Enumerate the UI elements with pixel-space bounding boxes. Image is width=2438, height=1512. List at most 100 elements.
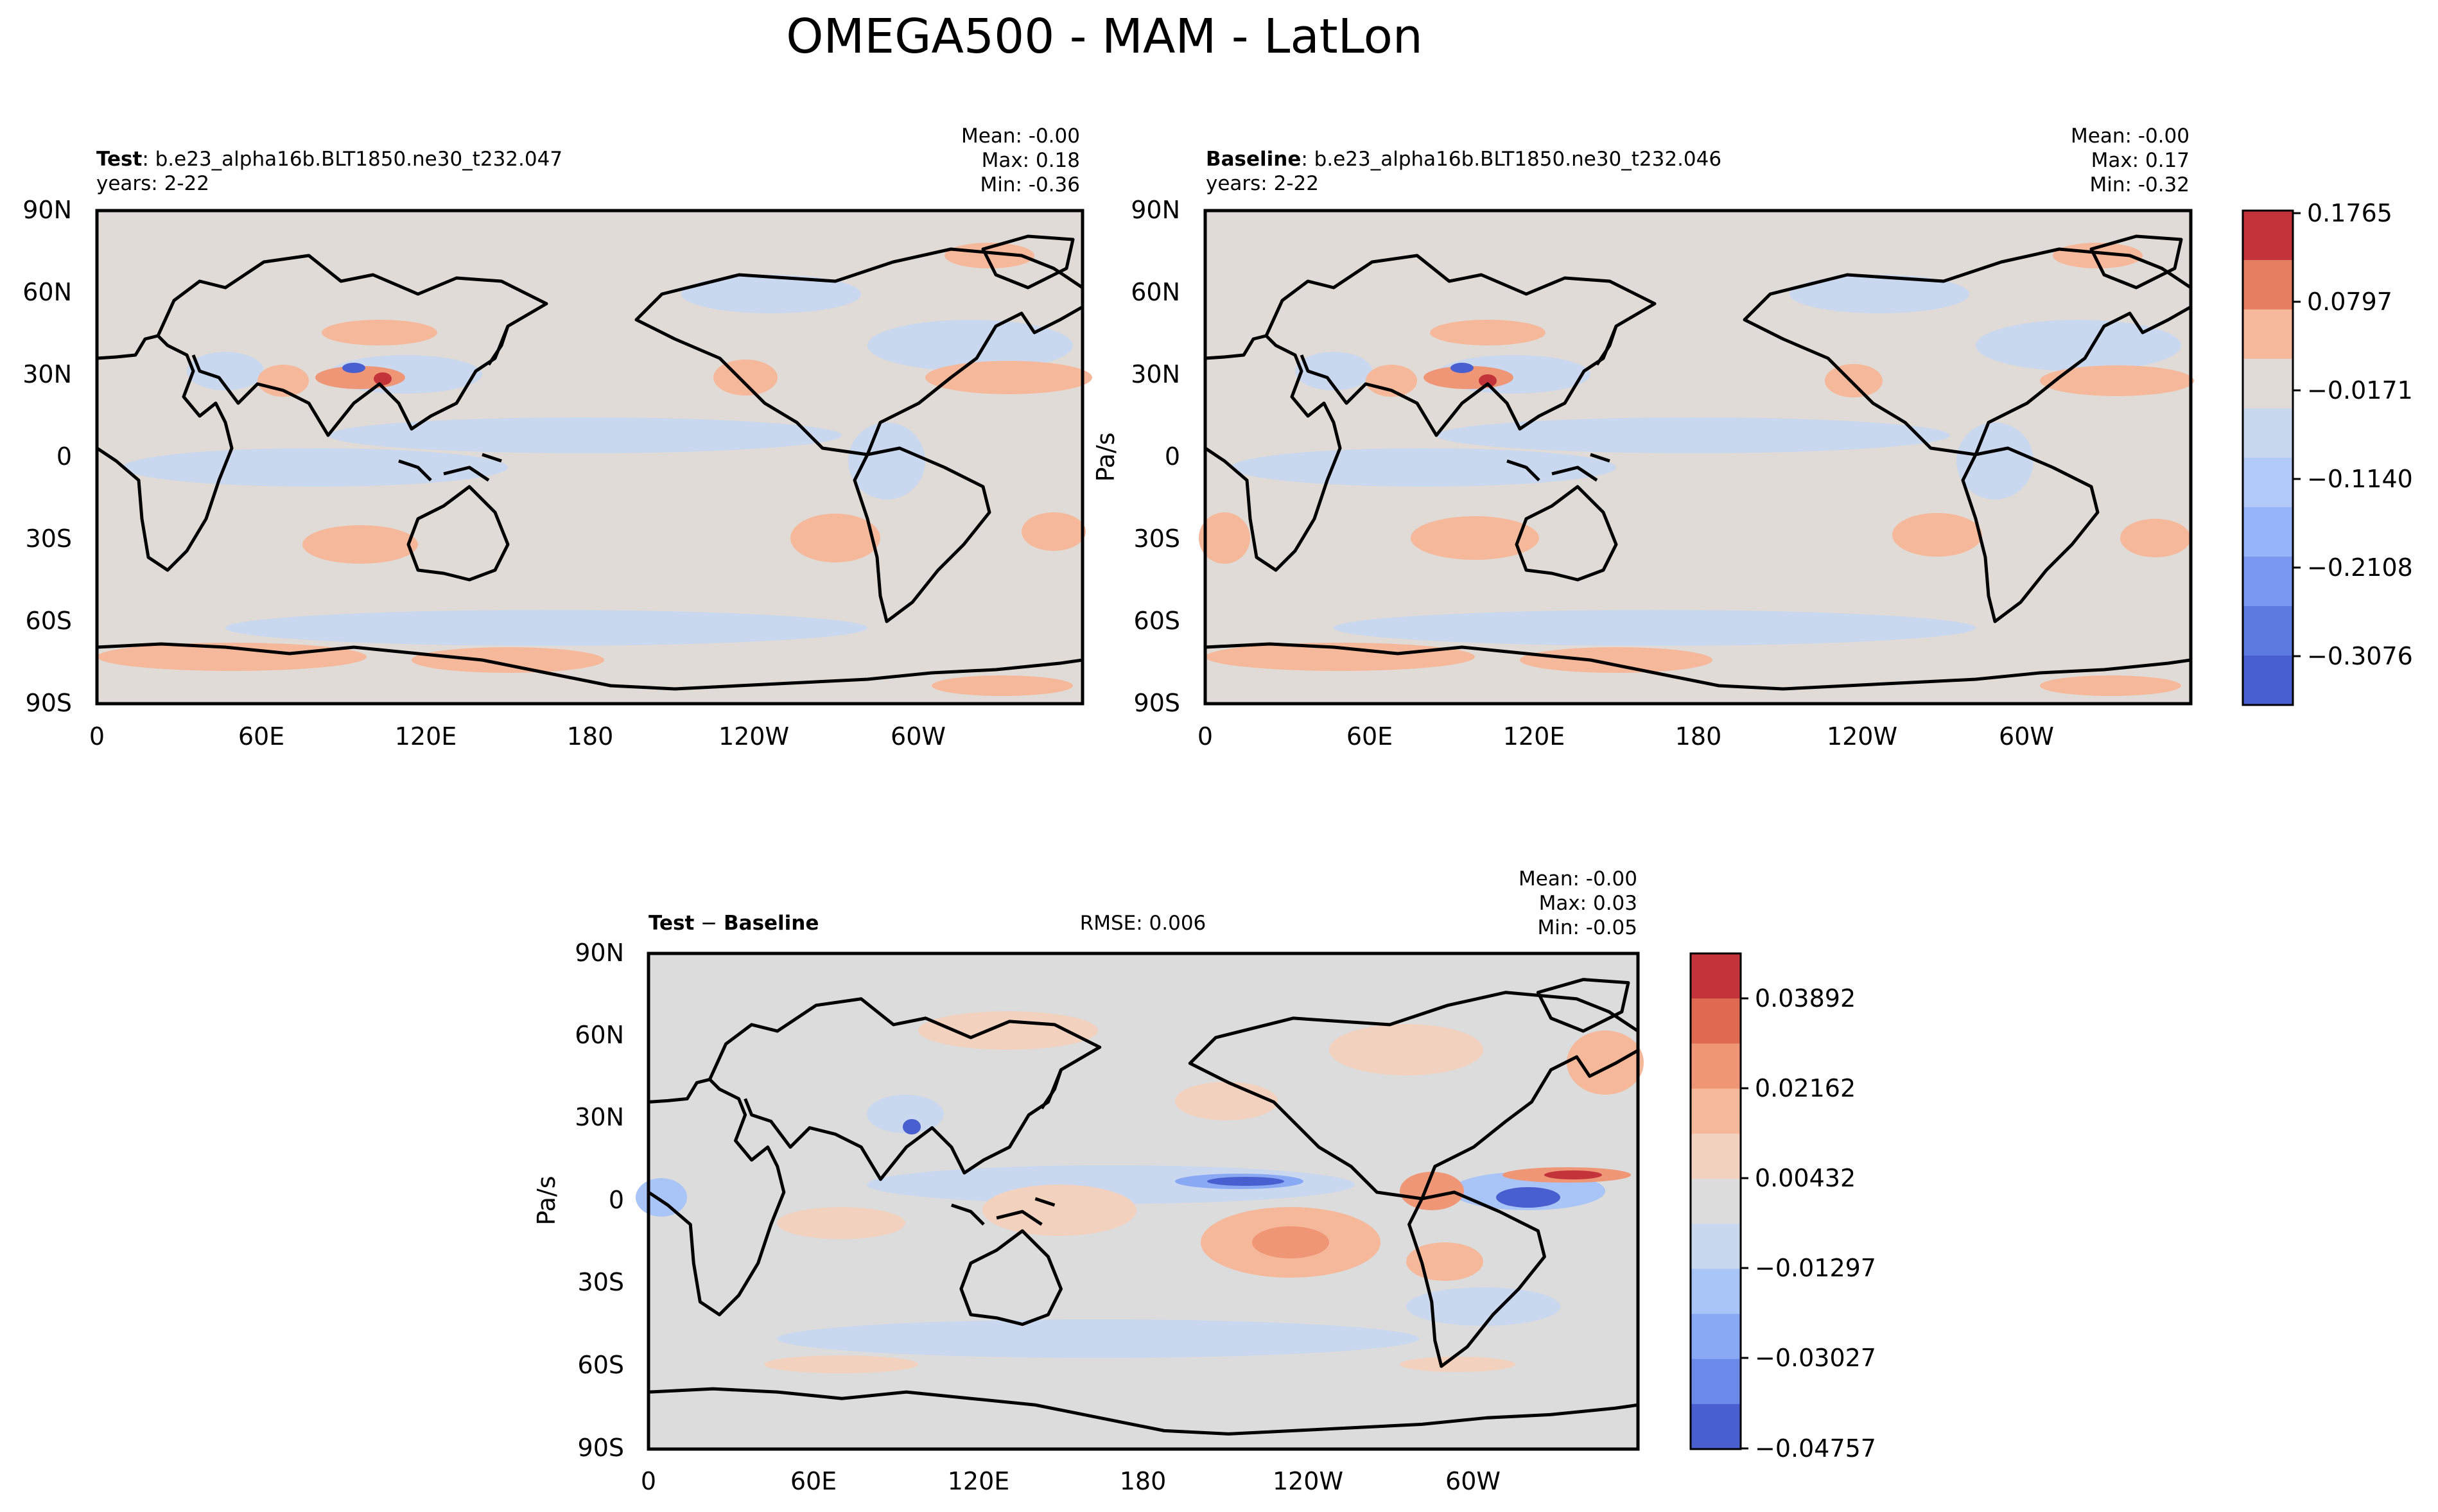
main-colorbar-swatch [2243, 656, 2293, 706]
main-colorbar-swatch [2243, 458, 2293, 508]
baseline-map [1199, 209, 2194, 706]
diff-lat-tick: 0 [609, 1186, 624, 1214]
diff-lat-tick: 30S [578, 1268, 624, 1296]
main-colorbar-label: −0.2108 [2307, 553, 2413, 582]
diff-colorbar-swatch [1691, 998, 1741, 1044]
diff-colorbar-label: 0.02162 [1755, 1074, 1856, 1102]
baseline-lon-tick: 0 [1197, 722, 1213, 751]
baseline-panel: Baseline: b.e23_alpha16b.BLT1850.ne30_t2… [1092, 125, 2194, 751]
test-lat-tick: 60S [26, 607, 72, 635]
baseline-panel-max: Max: 0.17 [2091, 149, 2190, 172]
test-lon-tick: 180 [567, 722, 614, 751]
baseline-panel-label: Baseline: b.e23_alpha16b.BLT1850.ne30_t2… [1206, 148, 1721, 171]
baseline-lat-tick: 90S [1134, 689, 1180, 717]
test-lon-tick: 60E [238, 722, 284, 751]
main-colorbar-label: −0.1140 [2307, 465, 2413, 493]
main-colorbar-label: 0.1765 [2307, 199, 2392, 227]
test-lat-tick: 30N [22, 360, 72, 388]
main-colorbar-swatch [2243, 309, 2293, 360]
test-panel-min: Min: -0.36 [980, 173, 1080, 196]
diff-map [636, 952, 1644, 1451]
diff-panel: Test − Baseline RMSE: 0.006 Mean: -0.00 … [532, 867, 1644, 1495]
diff-lat-tick: 90S [578, 1434, 624, 1462]
diff-lon-tick: 120E [948, 1467, 1010, 1495]
diff-colorbar-label: −0.01297 [1755, 1254, 1876, 1282]
diff-panel-rmse: RMSE: 0.006 [1080, 912, 1206, 935]
test-panel-max: Max: 0.18 [982, 149, 1080, 172]
diff-panel-mean: Mean: -0.00 [1519, 867, 1637, 891]
test-lon-tick: 60W [891, 722, 946, 751]
diff-lon-tick: 120W [1273, 1467, 1343, 1495]
diff-lon-tick: 180 [1120, 1467, 1167, 1495]
main-colorbar-label: −0.0171 [2307, 376, 2413, 404]
diff-colorbar-swatch [1691, 1359, 1741, 1405]
main-colorbar-swatch [2243, 606, 2293, 656]
diff-axes: 90N 60N 30N 0 30S 60S 90S 0 60E 120E 180… [575, 939, 1501, 1495]
baseline-lon-tick: 180 [1675, 722, 1722, 751]
test-lon-tick: 0 [89, 722, 105, 751]
diff-colorbar-swatch [1691, 1269, 1741, 1314]
baseline-lon-tick: 60E [1346, 722, 1393, 751]
baseline-panel-years: years: 2-22 [1206, 172, 1319, 195]
diff-panel-label: Test − Baseline [649, 912, 819, 935]
baseline-panel-mean: Mean: -0.00 [2071, 125, 2190, 148]
main-colorbar: 0.1765 0.0797 −0.0171 −0.1140 −0.2108 −0.3076 [2242, 199, 2413, 706]
diff-lon-tick: 0 [641, 1467, 656, 1495]
main-colorbar-swatch [2243, 507, 2293, 557]
diff-colorbar-label: −0.03027 [1755, 1344, 1876, 1372]
test-lat-tick: 60N [22, 278, 72, 306]
main-colorbar-swatch [2243, 408, 2293, 458]
test-panel: Test: b.e23_alpha16b.BLT1850.ne30_t232.0… [22, 125, 1092, 751]
main-colorbar-swatch [2243, 211, 2293, 261]
test-lat-tick: 0 [57, 442, 72, 471]
baseline-lon-tick: 120E [1503, 722, 1565, 751]
diff-lat-tick: 60N [575, 1021, 624, 1049]
main-colorbar-label: −0.3076 [2307, 642, 2413, 670]
diff-colorbar-label: 0.00432 [1755, 1164, 1856, 1192]
diff-colorbar-swatch [1691, 1178, 1741, 1224]
test-lon-tick: 120E [395, 722, 457, 751]
diff-ylabel: Pa/s [532, 1176, 561, 1225]
diff-lat-tick: 60S [578, 1351, 624, 1379]
diff-panel-max: Max: 0.03 [1539, 892, 1637, 915]
test-panel-mean: Mean: -0.00 [961, 125, 1080, 148]
diff-colorbar: 0.03892 0.02162 0.00432 −0.01297 −0.03027 −0.… [1689, 952, 1876, 1463]
diff-colorbar-label: 0.03892 [1755, 984, 1856, 1012]
main-colorbar-swatch [2243, 359, 2293, 409]
baseline-lat-tick: 60N [1131, 278, 1180, 306]
baseline-lat-tick: 30S [1134, 525, 1180, 553]
diff-colorbar-swatch [1691, 1403, 1741, 1450]
main-colorbar-label: 0.0797 [2307, 288, 2392, 316]
test-axes: 90N 60N 30N 0 30S 60S 90S 0 60E 120E 180… [22, 196, 946, 751]
baseline-lat-tick: 60S [1134, 607, 1180, 635]
diff-colorbar-border [1689, 952, 1742, 1450]
diff-lon-tick: 60W [1445, 1467, 1501, 1495]
diff-colorbar-label: −0.04757 [1755, 1434, 1876, 1463]
baseline-lat-tick: 0 [1165, 442, 1180, 471]
diff-colorbar-swatch [1691, 1133, 1741, 1179]
diff-colorbar-swatch [1691, 953, 1741, 999]
diff-lon-tick: 60E [790, 1467, 837, 1495]
test-lat-tick: 30S [26, 525, 72, 553]
diff-colorbar-swatch [1691, 1224, 1741, 1269]
test-lon-tick: 120W [718, 722, 789, 751]
test-panel-label: Test: b.e23_alpha16b.BLT1850.ne30_t232.0… [96, 148, 562, 171]
main-colorbar-swatch [2243, 260, 2293, 310]
test-map [95, 209, 1092, 706]
baseline-lat-tick: 30N [1131, 360, 1180, 388]
diff-colorbar-swatch [1691, 1043, 1741, 1090]
baseline-lon-tick: 120W [1827, 722, 1897, 751]
baseline-panel-min: Min: -0.32 [2089, 173, 2190, 196]
baseline-axes: 90N 60N 30N 0 30S 60S 90S 0 60E 120E 180… [1131, 196, 2054, 751]
baseline-lat-tick: 90N [1131, 196, 1180, 224]
baseline-lon-tick: 60W [1999, 722, 2054, 751]
diff-lat-tick: 30N [575, 1103, 624, 1131]
diff-panel-min: Min: -0.05 [1537, 916, 1637, 939]
diff-colorbar-swatch [1691, 1314, 1741, 1360]
figure-title: OMEGA500 - MAM - LatLon [786, 9, 1423, 64]
main-colorbar-border [2242, 209, 2294, 706]
test-panel-years: years: 2-22 [96, 172, 209, 195]
test-lat-tick: 90S [26, 689, 72, 717]
diff-colorbar-swatch [1691, 1088, 1741, 1134]
